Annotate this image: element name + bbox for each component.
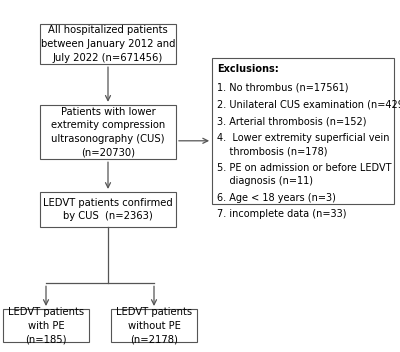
Text: Exclusions:: Exclusions: bbox=[217, 64, 279, 74]
Text: 7. incomplete data (n=33): 7. incomplete data (n=33) bbox=[217, 209, 347, 219]
Text: 5. PE on admission or before LEDVT
    diagnosis (n=11): 5. PE on admission or before LEDVT diagn… bbox=[217, 163, 392, 186]
FancyBboxPatch shape bbox=[40, 192, 176, 227]
Text: 3. Arterial thrombosis (n=152): 3. Arterial thrombosis (n=152) bbox=[217, 117, 367, 126]
Text: LEDVT patients confirmed
by CUS  (n=2363): LEDVT patients confirmed by CUS (n=2363) bbox=[43, 197, 173, 221]
Text: 6. Age < 18 years (n=3): 6. Age < 18 years (n=3) bbox=[217, 193, 336, 202]
FancyBboxPatch shape bbox=[3, 309, 89, 342]
Text: All hospitalized patients
between January 2012 and
July 2022 (n=671456): All hospitalized patients between Januar… bbox=[41, 25, 175, 63]
FancyBboxPatch shape bbox=[40, 105, 176, 159]
Text: 4.  Lower extremity superficial vein
    thrombosis (n=178): 4. Lower extremity superficial vein thro… bbox=[217, 133, 390, 156]
FancyBboxPatch shape bbox=[111, 309, 197, 342]
Text: Patients with lower
extremity compression
ultrasonography (CUS)
(n=20730): Patients with lower extremity compressio… bbox=[51, 107, 165, 157]
Text: LEDVT patients
with PE
(n=185): LEDVT patients with PE (n=185) bbox=[8, 307, 84, 344]
Text: 1. No thrombus (n=17561): 1. No thrombus (n=17561) bbox=[217, 83, 349, 93]
Text: 2. Unilateral CUS examination (n=429): 2. Unilateral CUS examination (n=429) bbox=[217, 100, 400, 109]
FancyBboxPatch shape bbox=[40, 24, 176, 64]
FancyBboxPatch shape bbox=[212, 58, 394, 204]
Text: LEDVT patients
without PE
(n=2178): LEDVT patients without PE (n=2178) bbox=[116, 307, 192, 344]
